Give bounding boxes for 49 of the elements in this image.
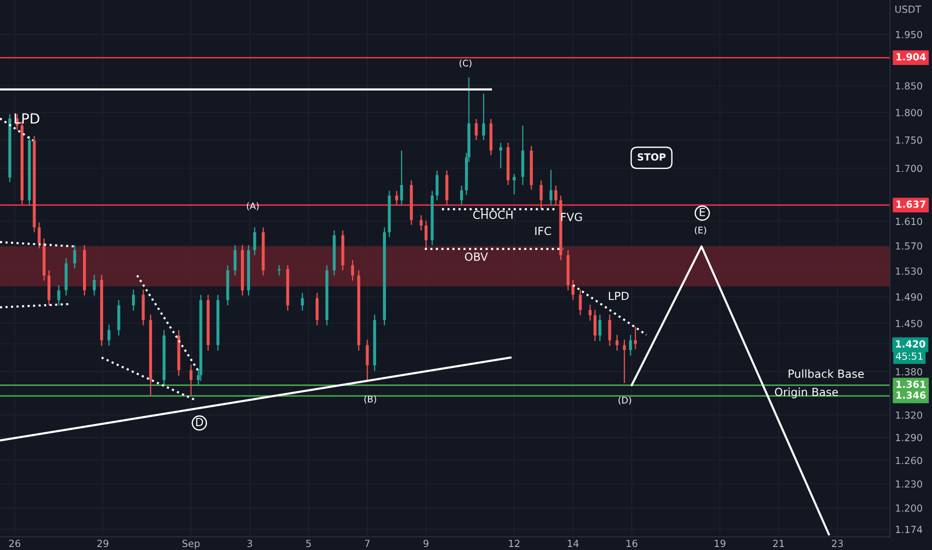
x-tick-label: 26 bbox=[9, 540, 20, 548]
annotation: IFC bbox=[535, 226, 552, 236]
y-axis-title: USDT bbox=[895, 6, 922, 13]
x-tick-label: 3 bbox=[247, 540, 252, 548]
x-tick-label: 19 bbox=[714, 540, 726, 548]
y-tick-label: 1.420 bbox=[896, 340, 926, 348]
annotation: Pullback Base bbox=[788, 369, 864, 378]
y-tick-label: 1.490 bbox=[896, 293, 922, 301]
y-tick-label: 1.800 bbox=[896, 108, 922, 116]
y-tick-label: 1.320 bbox=[896, 411, 922, 419]
annotation: (C) bbox=[460, 60, 472, 68]
y-tick-label: 1.260 bbox=[896, 456, 922, 464]
ref-line-label: 1.904 bbox=[896, 53, 926, 61]
y-tick-label: 1.950 bbox=[896, 30, 922, 38]
y-tick-label: 1.174 bbox=[896, 526, 922, 533]
annotation: LPD bbox=[608, 292, 629, 300]
x-tick-label: 21 bbox=[773, 540, 784, 547]
y-tick-label: 1.610 bbox=[896, 218, 922, 226]
y-tick-label: 1.570 bbox=[896, 242, 922, 250]
y-tick-label: 1.700 bbox=[896, 164, 922, 172]
x-tick-label: 29 bbox=[97, 540, 108, 548]
y-tick-label: 1.750 bbox=[896, 136, 922, 144]
y-tick-label: 1.530 bbox=[896, 267, 922, 275]
ref-line-label: 1.637 bbox=[896, 200, 926, 208]
x-tick-label: 7 bbox=[364, 540, 370, 547]
x-tick-label: 23 bbox=[832, 540, 843, 548]
annotation: D bbox=[196, 418, 203, 426]
annotation: STOP bbox=[638, 153, 666, 161]
annotation: (B) bbox=[364, 396, 376, 404]
annotation: (D) bbox=[618, 396, 632, 405]
x-tick-label: 5 bbox=[306, 540, 311, 548]
text: 45:51 bbox=[896, 352, 923, 360]
y-tick-label: 1.230 bbox=[896, 480, 922, 488]
y-tick-label: 1.450 bbox=[896, 320, 922, 328]
annotation: OBV bbox=[464, 252, 488, 261]
ref-line-label: 1.361 bbox=[896, 380, 926, 388]
x-tick-label: Sep bbox=[182, 540, 200, 549]
ref-line-label: 1.346 bbox=[896, 391, 926, 399]
annotation: E bbox=[700, 208, 706, 216]
annotation: CHOCH bbox=[473, 210, 512, 220]
x-tick-label: 12 bbox=[509, 540, 520, 547]
x-tick-label: 9 bbox=[424, 540, 428, 548]
x-tick-label: 16 bbox=[626, 540, 638, 548]
y-tick-label: 1.380 bbox=[896, 368, 922, 376]
y-tick-label: 1.200 bbox=[896, 504, 922, 512]
y-tick-label: 1.290 bbox=[896, 434, 922, 442]
x-tick-label: 14 bbox=[568, 540, 579, 547]
y-tick-label: 1.850 bbox=[896, 82, 922, 90]
annotation: (E) bbox=[694, 226, 706, 235]
